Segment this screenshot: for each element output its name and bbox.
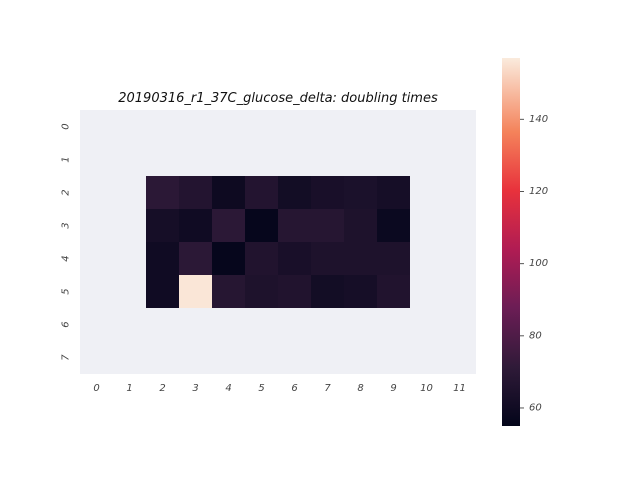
y-tick-label: 3 bbox=[61, 222, 72, 228]
x-tick-label: 7 bbox=[324, 383, 331, 394]
heatmap-cell bbox=[212, 176, 245, 209]
y-tick-label: 7 bbox=[61, 354, 72, 361]
heatmap-cell bbox=[311, 209, 344, 242]
heatmap-cell bbox=[344, 209, 377, 242]
heatmap-cell bbox=[278, 176, 311, 209]
heatmap-cell bbox=[179, 176, 212, 209]
colorbar-tick-label: 140 bbox=[529, 114, 548, 125]
y-tick-label: 6 bbox=[61, 321, 72, 327]
heatmap-cell bbox=[377, 275, 410, 308]
x-tick-label: 6 bbox=[291, 383, 297, 394]
heatmap-cell bbox=[278, 275, 311, 308]
heatmap-cell bbox=[311, 275, 344, 308]
heatmap-cell bbox=[212, 242, 245, 275]
x-tick-label: 11 bbox=[453, 383, 466, 394]
y-tick-label: 2 bbox=[61, 189, 72, 195]
colorbar-axis: 60 80 100 120 140 bbox=[520, 114, 548, 413]
heatmap-cell bbox=[311, 176, 344, 209]
y-tick-label: 4 bbox=[61, 255, 72, 261]
colorbar-tick-label: 80 bbox=[529, 330, 542, 341]
y-tick-label: 0 bbox=[61, 123, 72, 129]
x-tick-label: 0 bbox=[93, 383, 99, 394]
x-tick-label: 2 bbox=[159, 383, 165, 394]
y-tick-label: 5 bbox=[61, 288, 72, 294]
heatmap-cell bbox=[311, 242, 344, 275]
heatmap-cell bbox=[212, 275, 245, 308]
heatmap-cell bbox=[179, 209, 212, 242]
heatmap-cells bbox=[146, 176, 410, 308]
heatmap-cell bbox=[344, 242, 377, 275]
heatmap-cell bbox=[278, 242, 311, 275]
heatmap-cell bbox=[179, 242, 212, 275]
x-tick-label: 10 bbox=[420, 383, 433, 394]
heatmap-cell bbox=[146, 275, 179, 308]
colorbar-tick-label: 120 bbox=[529, 186, 548, 197]
heatmap-cell bbox=[245, 275, 278, 308]
heatmap-cell bbox=[245, 242, 278, 275]
colorbar-tick-label: 60 bbox=[529, 402, 542, 413]
x-tick-label: 3 bbox=[192, 383, 198, 394]
colorbar-tick-label: 100 bbox=[529, 258, 548, 269]
heatmap-cell bbox=[278, 209, 311, 242]
heatmap-cell bbox=[212, 209, 245, 242]
heatmap-cell bbox=[377, 242, 410, 275]
x-tick-label: 5 bbox=[258, 383, 264, 394]
heatmap-cell bbox=[146, 176, 179, 209]
heatmap-cell bbox=[146, 209, 179, 242]
x-axis: 0 1 2 3 4 5 6 7 8 9 10 11 bbox=[93, 383, 466, 394]
y-tick-label: 1 bbox=[61, 156, 72, 162]
heatmap-cell bbox=[245, 176, 278, 209]
heatmap-cell bbox=[146, 242, 179, 275]
y-axis: 0 1 2 3 4 5 6 7 bbox=[61, 123, 72, 360]
heatmap-cell bbox=[344, 275, 377, 308]
x-tick-label: 9 bbox=[390, 383, 396, 394]
colorbar bbox=[502, 58, 520, 426]
heatmap-cell bbox=[377, 209, 410, 242]
heatmap-cell bbox=[245, 209, 278, 242]
heatmap-cell bbox=[344, 176, 377, 209]
x-tick-label: 8 bbox=[357, 383, 363, 394]
heatmap-cell bbox=[179, 275, 212, 308]
x-tick-label: 1 bbox=[126, 383, 132, 394]
x-tick-label: 4 bbox=[225, 383, 231, 394]
heatmap-cell bbox=[377, 176, 410, 209]
chart-title: 20190316_r1_37C_glucose_delta: doubling … bbox=[118, 91, 438, 106]
